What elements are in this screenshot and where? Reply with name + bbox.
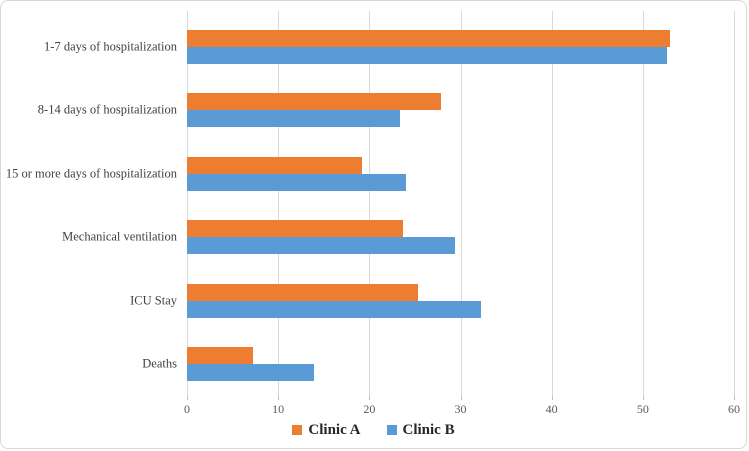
bar-clinic-b bbox=[187, 364, 314, 382]
bar-clinic-a bbox=[187, 347, 253, 365]
bar-clinic-b bbox=[187, 300, 481, 318]
bar-clinic-b bbox=[187, 110, 401, 128]
category-label: 8-14 days of hospitalization bbox=[37, 102, 177, 117]
gridline-x-50 bbox=[642, 11, 644, 396]
x-tick-label: 60 bbox=[728, 402, 740, 416]
category-label: ICU Stay bbox=[130, 293, 177, 308]
legend-label: Clinic A bbox=[308, 421, 361, 438]
x-tick-mark bbox=[278, 396, 280, 400]
category-label: Deaths bbox=[142, 356, 177, 371]
gridline-x-20 bbox=[369, 11, 371, 396]
x-tick-label: 20 bbox=[363, 402, 376, 416]
chart-legend: Clinic A Clinic B bbox=[1, 420, 746, 440]
bar-clinic-a bbox=[187, 93, 442, 111]
gridline-x-10 bbox=[278, 11, 280, 396]
legend-label: Clinic B bbox=[402, 421, 455, 438]
bar-clinic-a bbox=[187, 156, 363, 174]
gridline-x-40 bbox=[551, 11, 553, 396]
x-tick-label: 30 bbox=[454, 402, 467, 416]
x-tick-label: 40 bbox=[545, 402, 558, 416]
x-tick-mark bbox=[642, 396, 644, 400]
legend-swatch-icon bbox=[292, 425, 303, 435]
category-label: 1-7 days of hospitalization bbox=[44, 39, 177, 54]
x-tick-mark bbox=[551, 396, 553, 400]
x-tick-mark bbox=[734, 396, 735, 400]
legend-item-clinic-a: Clinic A bbox=[292, 421, 361, 439]
x-tick-label: 0 bbox=[184, 402, 190, 416]
bar-clinic-b bbox=[187, 46, 667, 64]
x-tick-mark bbox=[460, 396, 462, 400]
gridline-x-0 bbox=[187, 11, 188, 396]
bar-clinic-a bbox=[187, 220, 404, 238]
legend-item-clinic-b: Clinic B bbox=[386, 421, 455, 439]
bar-clinic-b bbox=[187, 237, 456, 255]
gridline-x-30 bbox=[460, 11, 462, 396]
category-label: 15 or more days of hospitalization bbox=[5, 166, 177, 181]
gridline-x-60 bbox=[734, 11, 735, 396]
x-tick-mark bbox=[369, 396, 371, 400]
legend-swatch-icon bbox=[386, 425, 397, 435]
bar-clinic-a bbox=[187, 29, 671, 47]
category-label: Mechanical ventilation bbox=[62, 229, 177, 244]
x-tick-label: 10 bbox=[272, 402, 285, 416]
bar-clinic-b bbox=[187, 173, 406, 191]
bar-clinic-a bbox=[187, 283, 418, 301]
x-tick-label: 50 bbox=[636, 402, 649, 416]
x-tick-mark bbox=[187, 396, 188, 400]
